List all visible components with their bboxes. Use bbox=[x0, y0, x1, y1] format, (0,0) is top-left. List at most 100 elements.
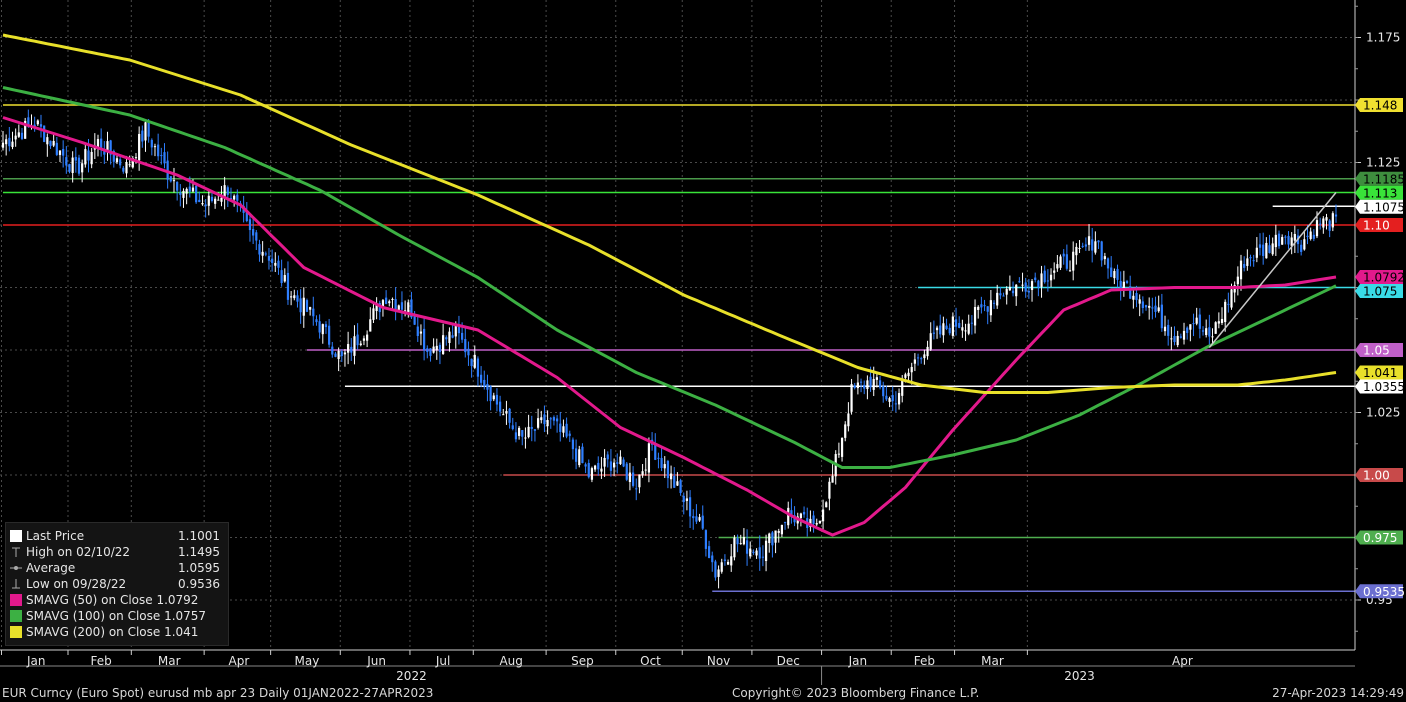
candle-body bbox=[248, 219, 252, 231]
candle-body bbox=[442, 335, 445, 355]
level-tag bbox=[1355, 218, 1403, 232]
candle-body bbox=[14, 135, 17, 140]
candle-body bbox=[910, 366, 913, 373]
candle-body bbox=[1138, 299, 1141, 304]
candle-body bbox=[1097, 240, 1100, 243]
candle-body bbox=[236, 194, 239, 201]
candle-body bbox=[530, 426, 533, 429]
candle-body bbox=[343, 352, 347, 355]
candle-body bbox=[445, 337, 448, 340]
candle-body bbox=[359, 343, 362, 346]
candle-body bbox=[1125, 281, 1129, 283]
candle-body bbox=[1195, 317, 1198, 324]
x-axis: Jan Feb Mar Apr May Jun Jul Aug Sep Oct Nov Dec Jan F… bbox=[0, 649, 1355, 685]
candle-body bbox=[1331, 213, 1334, 228]
legend-item-high[interactable]: High on 02/10/22 1.1495 bbox=[10, 544, 224, 560]
candle-body bbox=[204, 204, 207, 207]
candle-body bbox=[334, 353, 337, 357]
candle-body bbox=[502, 414, 505, 416]
candle-body bbox=[1211, 336, 1214, 338]
candle-body bbox=[720, 562, 723, 572]
candle-body bbox=[381, 300, 385, 309]
candle-body bbox=[1255, 247, 1258, 258]
candle-body bbox=[783, 521, 787, 523]
candle-body bbox=[1214, 322, 1217, 334]
candle-body bbox=[324, 324, 328, 328]
candle-body bbox=[1309, 231, 1312, 239]
candle-body bbox=[410, 299, 413, 318]
candle-body bbox=[1325, 217, 1328, 221]
candle-body bbox=[1103, 256, 1106, 260]
candle-body bbox=[71, 157, 74, 174]
candle-body bbox=[980, 304, 983, 308]
candle-body bbox=[312, 308, 315, 317]
candle-body bbox=[397, 305, 400, 310]
candle-body bbox=[96, 139, 100, 148]
legend-item-low[interactable]: Low on 09/28/22 0.9536 bbox=[10, 576, 224, 592]
candle-body bbox=[752, 551, 755, 554]
footer-bar: EUR Curncy (Euro Spot) eurusd mb apr 23 … bbox=[0, 685, 1406, 702]
candle-body bbox=[340, 351, 343, 357]
legend-item-sma50[interactable]: SMAVG (50) on Close 1.0792 bbox=[10, 592, 224, 608]
candle-body bbox=[1065, 254, 1068, 269]
candle-body bbox=[609, 461, 613, 471]
candle-body bbox=[451, 335, 454, 338]
candle-body bbox=[1091, 239, 1094, 251]
candle-body bbox=[296, 295, 299, 302]
candle-body bbox=[467, 348, 470, 356]
candle-body bbox=[587, 462, 590, 478]
candle-body bbox=[1100, 241, 1103, 261]
candle-body bbox=[1224, 301, 1227, 323]
candle-body bbox=[299, 298, 302, 313]
legend-item-last-price[interactable]: Last Price 1.1001 bbox=[10, 528, 224, 544]
candle-body bbox=[39, 124, 43, 127]
candle-body bbox=[223, 185, 226, 199]
candle-body bbox=[486, 383, 489, 390]
candle-body bbox=[780, 524, 784, 535]
candle-body bbox=[685, 498, 689, 501]
last-price-icon bbox=[10, 530, 22, 542]
candle-body bbox=[356, 334, 359, 346]
candle-body bbox=[999, 293, 1002, 296]
footer-copyright: Copyright© 2023 Bloomberg Finance L.P. bbox=[732, 686, 980, 700]
candle-body bbox=[5, 139, 8, 145]
candle-body bbox=[347, 344, 350, 353]
candle-body bbox=[321, 324, 324, 335]
candle-body bbox=[951, 316, 954, 336]
candle-body bbox=[1173, 336, 1176, 343]
legend-label: SMAVG (200) on Close 1.041 bbox=[26, 625, 199, 639]
candle-body bbox=[81, 163, 84, 173]
x-month-label: Aug bbox=[499, 654, 522, 668]
candle-body bbox=[1262, 244, 1265, 256]
candle-body bbox=[1293, 234, 1296, 241]
candle-body bbox=[711, 555, 714, 563]
legend-item-sma100[interactable]: SMAVG (100) on Close 1.0757 bbox=[10, 608, 224, 624]
candle-body bbox=[625, 463, 628, 480]
candle-body bbox=[429, 348, 432, 356]
level-tag-label: 0.9535 bbox=[1363, 585, 1405, 599]
candle-body bbox=[961, 327, 964, 331]
candle-body bbox=[1167, 324, 1170, 336]
x-month-label: Dec bbox=[777, 654, 800, 668]
candle-body bbox=[505, 411, 508, 414]
candle-body bbox=[144, 122, 147, 141]
candle-body bbox=[1037, 280, 1040, 288]
legend-item-sma200[interactable]: SMAVG (200) on Close 1.041 bbox=[10, 624, 224, 640]
candle-body bbox=[169, 176, 172, 182]
candle-body bbox=[929, 333, 932, 350]
candle-body bbox=[337, 350, 340, 360]
candle-body bbox=[682, 495, 685, 503]
candle-body bbox=[688, 497, 692, 517]
candle-body bbox=[1141, 301, 1144, 309]
candle-body bbox=[815, 523, 818, 525]
level-tag bbox=[1355, 530, 1403, 545]
legend-item-average[interactable]: Average 1.0595 bbox=[10, 560, 224, 576]
candle-body bbox=[369, 319, 372, 332]
candle-body bbox=[1198, 314, 1201, 329]
candle-body bbox=[62, 148, 65, 156]
candle-body bbox=[666, 460, 670, 479]
support-resistance-lines bbox=[3, 104, 1355, 593]
level-tag-label: 0.975 bbox=[1363, 531, 1397, 545]
candle-body bbox=[859, 381, 863, 383]
candle-body bbox=[840, 437, 844, 457]
